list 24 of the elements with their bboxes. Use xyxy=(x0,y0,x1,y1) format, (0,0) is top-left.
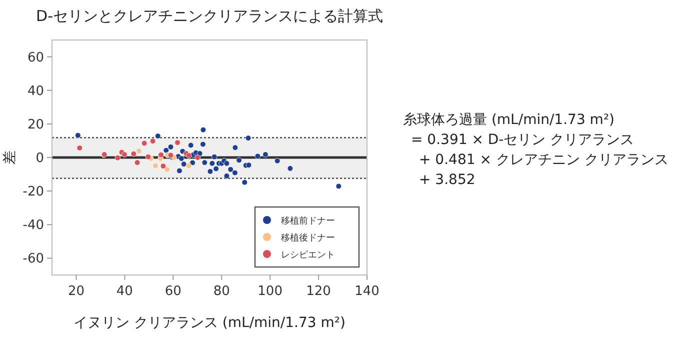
text: + 3.852 xyxy=(419,172,476,188)
legend-label: 移植後ドナー xyxy=(281,232,335,244)
legend-label: レシピエント xyxy=(281,250,335,260)
chart-title: D-セリンとクレアチニンクリアランスによる計算式 xyxy=(36,7,383,25)
y-tick-label: 60 xyxy=(27,50,44,66)
x-tick-label: 40 xyxy=(116,284,133,299)
y-tick-label: 40 xyxy=(27,84,44,99)
x-tick-label: 120 xyxy=(306,284,331,299)
y-tick-label: 0 xyxy=(36,151,44,166)
x-axis-title: イヌリン クリアランス (mL/min/1.73 m²) xyxy=(74,315,346,331)
y-tick-label: -40 xyxy=(22,218,44,234)
x-tick-label: 100 xyxy=(258,284,282,299)
y-axis-title: 差 xyxy=(2,150,18,164)
text: = 0.391 × D-セリン クリアランス xyxy=(411,132,634,148)
legend-label: 移植前ドナー xyxy=(281,216,335,226)
text: 糸球体ろ過量 (mL/min/1.73 m²) xyxy=(403,112,615,128)
y-tick-label: 20 xyxy=(27,117,44,132)
x-tick-label: 140 xyxy=(354,284,380,299)
x-tick-label: 60 xyxy=(164,284,182,299)
x-tick-label: 80 xyxy=(213,284,230,299)
y-tick-label: -60 xyxy=(22,252,44,267)
text: + 0.481 × クレアチニン クリアランス xyxy=(419,152,668,168)
y-tick-label: -20 xyxy=(22,184,44,200)
x-tick-label: 20 xyxy=(68,284,85,299)
